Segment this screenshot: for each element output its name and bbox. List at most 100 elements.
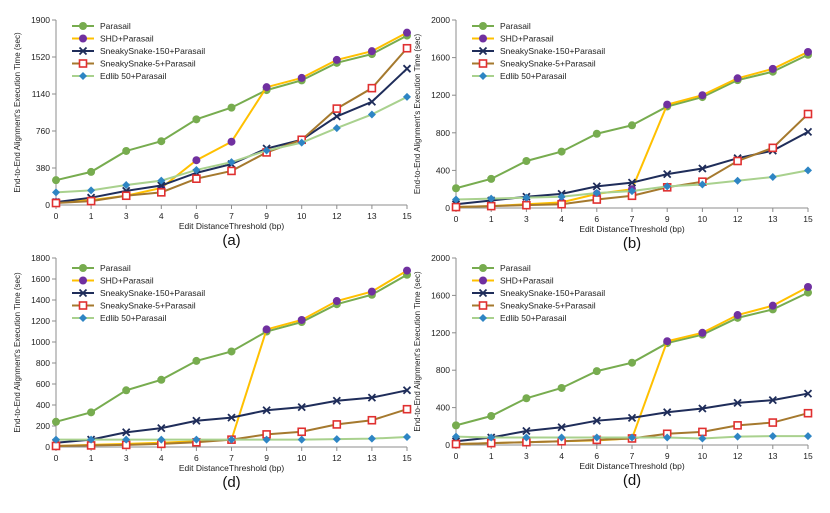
data-point: [332, 396, 341, 405]
legend-swatch-marker: [478, 288, 488, 298]
legend-item-parasail: Parasail: [472, 263, 531, 273]
data-point: [557, 383, 566, 392]
data-point: [86, 196, 96, 206]
data-point: [402, 64, 412, 73]
data-point: [403, 266, 411, 275]
x-tick-label: 12: [332, 211, 342, 221]
series-sneakysnake-5-parasail: [51, 43, 412, 208]
series-sneakysnake-150-parasail: [51, 64, 412, 207]
data-point: [297, 435, 306, 444]
data-point: [487, 194, 496, 203]
data-point: [87, 167, 96, 176]
data-point: [157, 423, 166, 433]
data-point: [628, 433, 636, 442]
panel-label: (b): [623, 235, 641, 252]
legend-item-shd-parasail: SHD+Parasail: [72, 276, 154, 286]
legend-swatch-marker: [478, 301, 488, 310]
legend-swatch-marker: [78, 288, 88, 298]
legend-swatch-marker: [79, 314, 87, 322]
x-tick-label: 6: [594, 451, 599, 461]
x-tick-label: 15: [402, 211, 412, 221]
y-tick-label: 1400: [31, 295, 50, 305]
data-point: [403, 92, 411, 101]
data-point: [486, 201, 496, 211]
data-point: [403, 28, 411, 37]
data-point: [403, 433, 411, 442]
series-edlib-50-parasail: [452, 166, 812, 204]
legend: Parasail SHD+Parasail SneakySnake-150+Para…: [472, 21, 605, 81]
x-tick-label: 1: [89, 211, 94, 221]
data-point: [768, 432, 777, 441]
data-point: [803, 109, 813, 119]
legend-swatch-marker: [478, 59, 488, 68]
data-point: [157, 137, 166, 146]
data-point: [227, 347, 236, 356]
data-point: [157, 181, 166, 190]
legend-item-shd-parasail: SHD+Parasail: [472, 276, 554, 286]
x-tick-label: 4: [159, 211, 164, 221]
data-point: [733, 421, 742, 430]
y-tick-label: 200: [36, 421, 50, 431]
legend-item-shd-parasail: SHD+Parasail: [472, 34, 554, 44]
legend-swatch-marker: [78, 59, 88, 68]
legend-label: SHD+Parasail: [500, 276, 554, 286]
data-point: [663, 182, 672, 191]
data-point: [332, 124, 341, 133]
legend-item-sneakysnake-5-parasail: SneakySnake-5+Parasail: [472, 301, 596, 311]
data-point: [768, 143, 778, 153]
data-point: [87, 186, 96, 195]
data-point: [452, 432, 460, 441]
data-point: [733, 74, 742, 83]
legend-label: Edlib 50+Parasail: [500, 71, 567, 81]
data-point: [628, 187, 636, 196]
y-tick-label: 1900: [31, 15, 50, 25]
x-tick-label: 12: [332, 453, 342, 463]
legend-swatch-marker: [78, 301, 88, 310]
legend-label: Parasail: [500, 21, 531, 31]
data-point: [768, 64, 777, 73]
data-point: [122, 181, 131, 190]
data-point: [628, 121, 636, 130]
x-tick-label: 6: [594, 214, 599, 224]
y-tick-label: 800: [436, 365, 450, 375]
legend-swatch-marker: [79, 34, 87, 43]
x-axis-title: Edit DistanceThreshold (bp): [179, 221, 285, 231]
legend-label: SneakySnake-5+Parasail: [500, 59, 596, 69]
data-point: [698, 91, 707, 100]
x-tick-label: 10: [698, 451, 708, 461]
data-point: [402, 43, 412, 53]
data-point: [557, 423, 566, 432]
data-point: [487, 412, 496, 421]
legend-item-sneakysnake-5-parasail: SneakySnake-5+Parasail: [472, 59, 596, 69]
data-point: [487, 433, 496, 442]
data-point: [592, 182, 601, 191]
data-point: [804, 288, 812, 297]
x-tick-label: 3: [524, 451, 529, 461]
y-tick-label: 1600: [431, 53, 450, 63]
legend: Parasail SHD+Parasail SneakySnake-150+Para…: [72, 21, 205, 81]
legend-label: SneakySnake-5+Parasail: [500, 301, 596, 311]
data-point: [522, 426, 531, 436]
data-point: [557, 433, 566, 442]
series-edlib-50-parasail: [52, 92, 411, 197]
data-point: [698, 328, 707, 337]
data-point: [768, 301, 777, 310]
data-point: [367, 287, 376, 296]
y-tick-label: 760: [36, 126, 50, 136]
y-tick-label: 0: [445, 440, 450, 450]
legend-label: SHD+Parasail: [500, 34, 554, 44]
legend-item-edlib-50-parasail: Edlib 50+Parasail: [472, 71, 567, 81]
data-point: [768, 418, 778, 427]
legend-label: SneakySnake-150+Parasail: [500, 46, 605, 56]
series-sneakysnake-5-parasail: [451, 408, 813, 449]
data-point: [592, 129, 601, 138]
data-point: [733, 432, 742, 441]
x-tick-label: 3: [124, 453, 129, 463]
data-point: [733, 156, 742, 166]
legend-item-sneakysnake-150-parasail: SneakySnake-150+Parasail: [72, 288, 205, 298]
data-point: [297, 427, 307, 437]
panel-label: (d): [623, 472, 641, 489]
data-point: [804, 282, 812, 291]
